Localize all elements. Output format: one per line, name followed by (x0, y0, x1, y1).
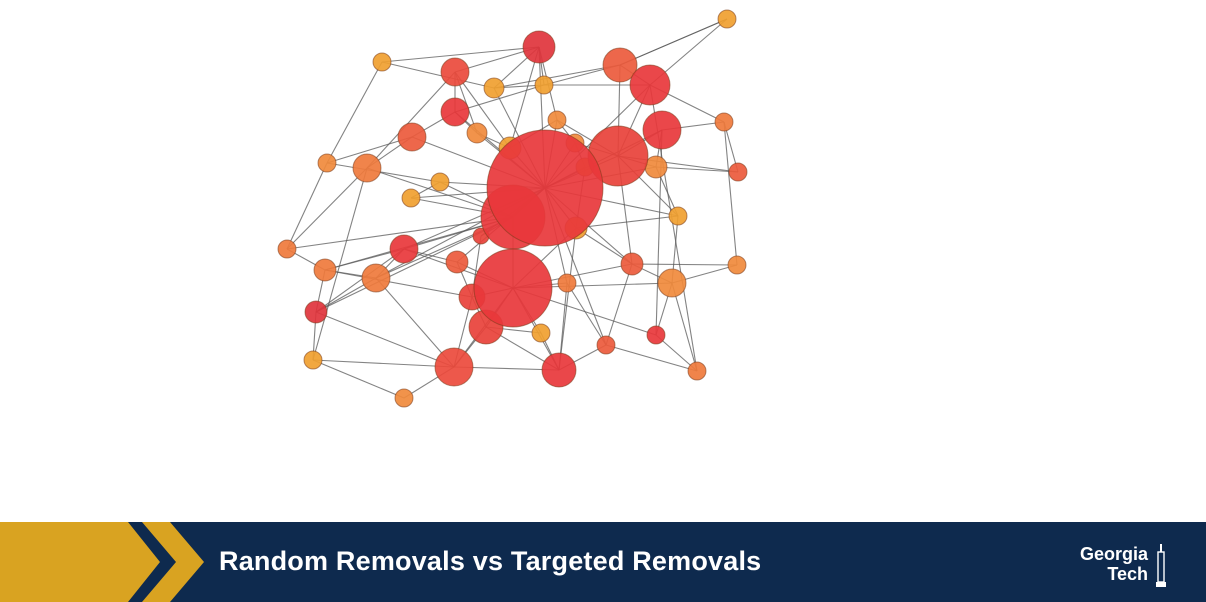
network-node (620, 252, 644, 276)
logo-text-tech: Tech (1107, 564, 1148, 584)
network-edge (326, 61, 383, 164)
network-node (727, 255, 747, 275)
georgia-tech-logo: Georgia Tech (1050, 544, 1170, 588)
network-node (440, 57, 470, 87)
network-edge (509, 46, 540, 149)
tech-tower-icon (1156, 544, 1166, 587)
network-node (401, 188, 421, 208)
network-node (473, 248, 553, 328)
network-edge (619, 18, 728, 66)
network-edge (493, 64, 621, 89)
network-node (668, 206, 688, 226)
network-node (728, 162, 748, 182)
chevron-arrow-icon (0, 522, 204, 602)
title-bar: Random Removals vs Targeted Removals Geo… (0, 522, 1206, 602)
network-edge (312, 359, 455, 368)
network-node (397, 122, 427, 152)
network-edge (326, 136, 413, 164)
network-edge (326, 162, 441, 183)
network-edge (324, 269, 473, 298)
network-node (629, 64, 671, 106)
network-node (434, 347, 474, 387)
network-edge (315, 311, 455, 368)
network-node (531, 323, 551, 343)
network-node (430, 172, 450, 192)
network-node (596, 335, 616, 355)
network-node (313, 258, 337, 282)
network-node (394, 388, 414, 408)
network-node (483, 77, 505, 99)
network-graph (277, 9, 748, 408)
network-edge (286, 167, 368, 250)
network-edge (655, 166, 739, 173)
network-edge (381, 46, 540, 63)
network-edge (375, 277, 455, 368)
network-node (486, 129, 604, 247)
network-edge (286, 162, 328, 250)
network-edge (575, 215, 679, 229)
network-node (646, 325, 666, 345)
network-node (303, 350, 323, 370)
network-edge (566, 282, 607, 346)
network-node (304, 300, 328, 324)
network-edge (558, 227, 577, 371)
network-edge (366, 71, 456, 169)
network-node (547, 110, 567, 130)
network-edge (605, 344, 698, 372)
network-node (642, 110, 682, 150)
network-node (534, 75, 554, 95)
network-edge (723, 121, 738, 266)
network-node (389, 234, 419, 264)
logo-text-georgia: Georgia (1079, 544, 1148, 564)
network-node (717, 9, 737, 29)
network-edge (454, 71, 511, 149)
network-node (466, 122, 488, 144)
network-node (361, 263, 391, 293)
network-node (522, 30, 556, 64)
network-edge (312, 167, 368, 361)
network-node (352, 153, 382, 183)
network-node (317, 153, 337, 173)
network-node (541, 352, 577, 388)
network-node (714, 112, 734, 132)
network-edge (671, 282, 698, 372)
network-node (277, 239, 297, 259)
network-node (557, 273, 577, 293)
network-edge (315, 248, 405, 313)
network-node (440, 97, 470, 127)
network-edge (454, 84, 545, 113)
network-node (445, 250, 469, 274)
network-edge (312, 359, 405, 399)
network-nodes (277, 9, 748, 408)
network-node (602, 47, 638, 83)
network-node (657, 268, 687, 298)
network-edge (381, 61, 495, 89)
slide-title: Random Removals vs Targeted Removals (219, 546, 762, 576)
network-node (687, 361, 707, 381)
network-edge (286, 216, 514, 250)
network-node (372, 52, 392, 72)
network-edge (605, 263, 633, 346)
network-edge (631, 263, 738, 266)
